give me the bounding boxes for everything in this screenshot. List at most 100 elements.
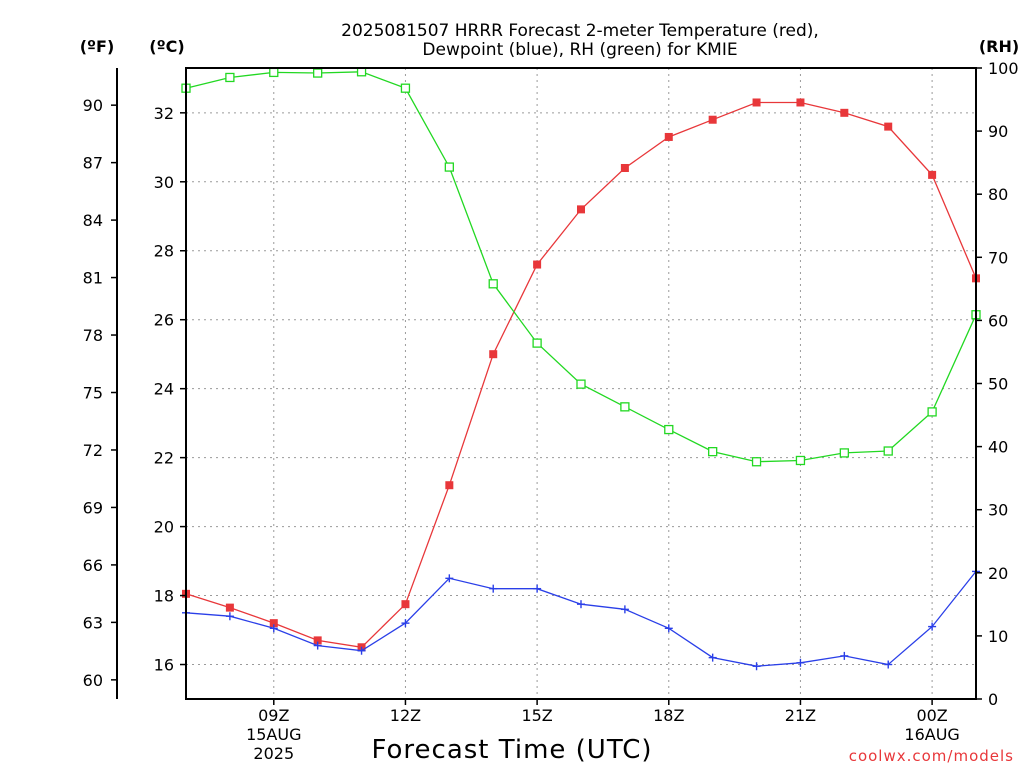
fahrenheit-tick-label: 75: [83, 384, 103, 403]
rh-point: [839, 448, 849, 458]
rh-point: [927, 407, 937, 417]
celsius-tick-label: 26: [154, 311, 174, 330]
axis-ticks: [111, 67, 982, 705]
x-tick-label: 16AUG: [904, 725, 959, 744]
rh-tick-label: 60: [988, 311, 1008, 330]
temperature-point: [225, 603, 234, 612]
temperature-point: [752, 98, 761, 107]
rh-point: [269, 67, 279, 78]
rh-tick-label: 80: [988, 185, 1008, 204]
rh-point: [488, 279, 498, 289]
temperature-point: [620, 163, 629, 172]
temperature-point: [796, 98, 805, 107]
rh-point: [708, 446, 718, 457]
celsius-tick-label: 30: [154, 173, 174, 192]
temperature-point: [840, 108, 849, 117]
rh-point: [313, 68, 323, 78]
rh-point: [751, 457, 762, 467]
temperature-point: [401, 600, 410, 609]
x-axis-label: Forecast Time (UTC): [371, 735, 652, 765]
celsius-tick-label: 24: [154, 380, 174, 399]
rh-tick-label: 50: [988, 375, 1008, 394]
rh-series: [181, 67, 981, 467]
dewpoint-line: [185, 570, 977, 667]
celsius-tick-label: 22: [154, 449, 174, 468]
temperature-point: [489, 350, 498, 359]
rh-point: [225, 72, 235, 83]
temperature-point: [445, 481, 454, 490]
x-tick-label: 15AUG: [246, 725, 301, 744]
x-tick-label: 21Z: [785, 706, 816, 725]
fahrenheit-tick-label: 69: [83, 498, 103, 517]
dewpoint-point: [752, 662, 761, 671]
rh-point: [620, 402, 630, 412]
dewpoint-point: [357, 646, 366, 655]
dewpoint-series: [182, 567, 980, 671]
dewpoint-point: [269, 624, 278, 633]
x-tick-label: 00Z: [916, 706, 947, 725]
fahrenheit-tick-label: 78: [83, 326, 103, 345]
chart-title-line2: Dewpoint (blue), RH (green) for KMIE: [422, 40, 737, 60]
dewpoint-point: [796, 658, 805, 667]
dewpoint-point: [445, 574, 454, 583]
temperature-point: [708, 115, 717, 124]
celsius-tick-label: 20: [154, 518, 174, 537]
dewpoint-point: [225, 612, 234, 621]
dewpoint-point: [840, 651, 849, 660]
x-tick-label: 12Z: [390, 706, 421, 725]
rh-point: [664, 424, 674, 435]
rh-tick-label: 90: [988, 122, 1008, 141]
fahrenheit-tick-label: 87: [83, 154, 103, 173]
fahrenheit-tick-label: 90: [83, 96, 103, 115]
x-tick-label: 09Z: [258, 706, 289, 725]
credit-text: coolwx.com/models: [849, 747, 1014, 765]
rh-unit-label: (RH): [979, 37, 1019, 56]
fahrenheit-unit-label: (ºF): [80, 37, 115, 56]
temperature-point: [577, 205, 585, 214]
fahrenheit-tick-label: 72: [83, 441, 103, 460]
dewpoint-point: [489, 584, 498, 593]
dewpoint-point: [401, 619, 410, 628]
temperature-point: [884, 122, 893, 131]
temperature-point: [928, 170, 937, 179]
rh-line: [185, 71, 977, 463]
fahrenheit-tick-label: 84: [83, 211, 103, 230]
celsius-tick-label: 32: [154, 104, 174, 123]
x-tick-label: 15Z: [521, 706, 552, 725]
temperature-line: [185, 101, 977, 648]
rh-point: [444, 162, 454, 172]
celsius-unit-label: (ºC): [149, 37, 184, 56]
dewpoint-point: [577, 600, 585, 609]
temperature-point: [533, 260, 542, 269]
dewpoint-point: [884, 660, 893, 669]
rh-tick-label: 40: [988, 438, 1008, 457]
celsius-tick-label: 18: [154, 587, 174, 606]
rh-tick-label: 70: [988, 248, 1008, 267]
rh-point: [400, 83, 411, 93]
fahrenheit-tick-label: 66: [83, 556, 103, 575]
rh-tick-label: 10: [988, 627, 1008, 646]
fahrenheit-tick-label: 63: [83, 613, 103, 632]
x-tick-label: 2025: [253, 744, 294, 763]
rh-point: [883, 446, 893, 456]
celsius-tick-label: 28: [154, 242, 174, 261]
dewpoint-point: [664, 624, 673, 633]
rh-tick-label: 20: [988, 564, 1008, 583]
dewpoint-point: [928, 622, 937, 631]
temperature-point: [664, 132, 673, 141]
series-layer: [181, 67, 981, 671]
rh-point: [532, 338, 542, 348]
chart-title-line1: 2025081507 HRRR Forecast 2-meter Tempera…: [341, 21, 819, 41]
x-tick-label: 18Z: [653, 706, 684, 725]
rh-point: [576, 379, 586, 389]
dewpoint-point: [708, 653, 717, 662]
rh-point: [795, 455, 806, 466]
fahrenheit-tick-label: 81: [83, 269, 103, 288]
dewpoint-point: [533, 584, 542, 593]
celsius-tick-label: 16: [154, 656, 174, 675]
rh-tick-label: 100: [988, 59, 1019, 78]
temperature-point: [269, 619, 278, 628]
rh-tick-label: 30: [988, 501, 1008, 520]
